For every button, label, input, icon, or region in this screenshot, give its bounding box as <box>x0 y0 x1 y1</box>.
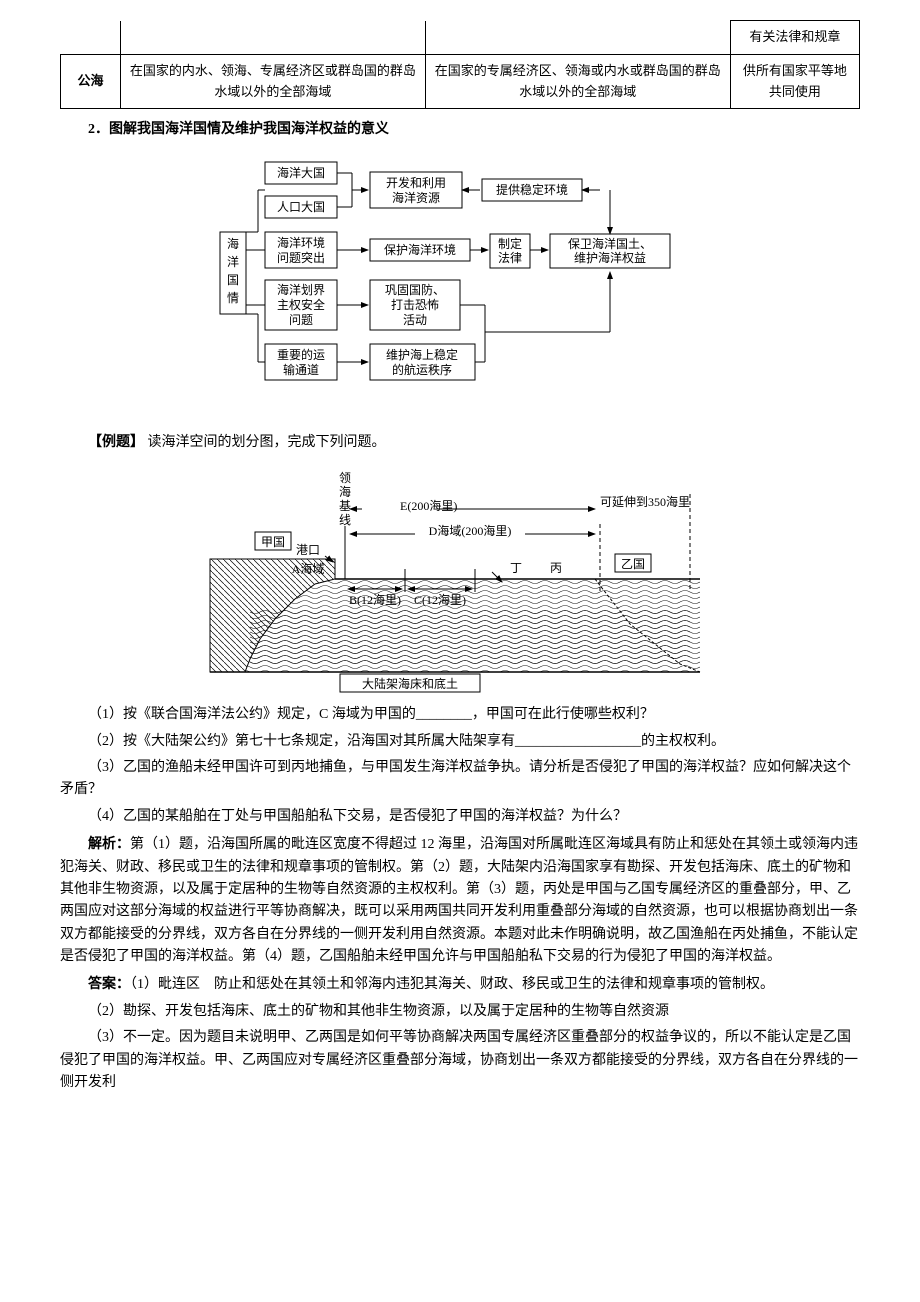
table-row: 有关法律和规章 <box>61 21 860 55</box>
table-cell <box>425 21 730 55</box>
svg-text:维护海上稳定: 维护海上稳定 <box>386 347 458 362</box>
svg-text:打击恐怖: 打击恐怖 <box>391 297 439 312</box>
table-cell <box>121 21 426 55</box>
svg-text:丁: 丁 <box>510 561 522 575</box>
svg-text:提供稳定环境: 提供稳定环境 <box>496 182 568 197</box>
svg-text:国: 国 <box>227 273 239 287</box>
svg-text:的航运秩序: 的航运秩序 <box>392 362 452 377</box>
svg-text:E(200海里): E(200海里) <box>400 498 457 513</box>
answer-2: （2）勘探、开发包括海床、底土的矿物和其他非生物资源，以及属于定居种的生物等自然… <box>60 1001 860 1023</box>
svg-text:主权安全: 主权安全 <box>277 297 325 312</box>
answer-label: 答案： <box>88 975 130 991</box>
svg-text:C(12海里): C(12海里) <box>414 592 466 607</box>
maritime-zones-table: 有关法律和规章 公海 在国家的内水、领海、专属经济区或群岛国的群岛水域以外的全部… <box>60 20 860 109</box>
example-label: 【例题】 <box>88 435 144 450</box>
svg-text:甲国: 甲国 <box>261 535 285 549</box>
svg-text:开发和利用: 开发和利用 <box>386 175 446 190</box>
svg-text:线: 线 <box>339 513 351 527</box>
svg-text:维护海洋权益: 维护海洋权益 <box>574 250 646 265</box>
table-row: 公海 在国家的内水、领海、专属经济区或群岛国的群岛水域以外的全部海域 在国家的专… <box>61 54 860 109</box>
ocean-situation-diagram: 海 洋 国 情 海洋大国 人口大国 开发和利用 海洋资源 提供稳定环境 海洋环境… <box>60 152 860 422</box>
svg-text:可延伸到350海里: 可延伸到350海里 <box>600 494 690 509</box>
example-text: 读海洋空间的划分图，完成下列问题。 <box>148 435 386 450</box>
question-1: （1）按《联合国海洋法公约》规定，C 海域为甲国的________，甲国可在此行… <box>60 704 860 726</box>
svg-text:B(12海里): B(12海里) <box>349 592 401 607</box>
svg-text:乙国: 乙国 <box>621 557 645 571</box>
answer-text: （1）毗连区 防止和惩处在其领土和邻海内违犯其海关、财政、移民或卫生的法律和规章… <box>130 977 774 992</box>
svg-text:法律: 法律 <box>498 251 522 265</box>
table-cell: 有关法律和规章 <box>730 21 859 55</box>
svg-text:港口: 港口 <box>296 543 320 557</box>
table-cell: 供所有国家平等地共同使用 <box>730 54 859 109</box>
svg-text:制定: 制定 <box>498 236 522 251</box>
table-cell: 在国家的专属经济区、领海或内水或群岛国的群岛水域以外的全部海域 <box>425 54 730 109</box>
svg-text:海洋划界: 海洋划界 <box>277 282 325 297</box>
svg-text:问题: 问题 <box>289 313 313 327</box>
svg-text:大陆架海床和底土: 大陆架海床和底土 <box>362 676 458 691</box>
svg-text:保卫海洋国土、: 保卫海洋国土、 <box>568 236 652 251</box>
answer-3: （3）不一定。因为题目未说明甲、乙两国是如何平等协商解决两国专属经济区重叠部分的… <box>60 1027 860 1094</box>
svg-text:丙: 丙 <box>550 561 562 575</box>
answer-1: 答案：（1）毗连区 防止和惩处在其领土和邻海内违犯其海关、财政、移民或卫生的法律… <box>60 972 860 996</box>
table-cell: 公海 <box>61 54 121 109</box>
question-3: （3）乙国的渔船未经甲国许可到丙地捕鱼，与甲国发生海洋权益争执。请分析是否侵犯了… <box>60 757 860 802</box>
svg-text:巩固国防、: 巩固国防、 <box>385 282 445 297</box>
svg-text:输通道: 输通道 <box>283 362 319 377</box>
svg-text:A海域: A海域 <box>292 561 325 576</box>
svg-text:海洋环境: 海洋环境 <box>277 235 325 250</box>
question-4: （4）乙国的某船舶在丁处与甲国船舶私下交易，是否侵犯了甲国的海洋权益？为什么？ <box>60 806 860 828</box>
analysis-paragraph: 解析：第（1）题，沿海国所属的毗连区宽度不得超过 12 海里，沿海国对所属毗连区… <box>60 832 860 968</box>
analysis-text: 第（1）题，沿海国所属的毗连区宽度不得超过 12 海里，沿海国对所属毗连区海域具… <box>60 837 858 964</box>
svg-text:重要的运: 重要的运 <box>277 347 325 362</box>
svg-text:领: 领 <box>339 471 351 485</box>
section-heading: 2．图解我国海洋国情及维护我国海洋权益的意义 <box>60 119 860 141</box>
svg-text:海: 海 <box>339 484 351 499</box>
svg-text:活动: 活动 <box>403 313 427 327</box>
svg-text:人口大国: 人口大国 <box>277 200 325 214</box>
svg-text:D海域(200海里): D海域(200海里) <box>429 523 512 538</box>
question-2: （2）按《大陆架公约》第七十七条规定，沿海国对其所属大陆架享有_________… <box>60 731 860 753</box>
svg-text:保护海洋环境: 保护海洋环境 <box>384 242 456 257</box>
analysis-label: 解析： <box>88 835 130 851</box>
maritime-space-diagram: 领 海 基 线 甲国 港口 A海域 E(200海里) 可延伸到350海里 D海域… <box>60 464 860 694</box>
svg-text:问题突出: 问题突出 <box>277 250 325 265</box>
table-cell <box>61 21 121 55</box>
table-cell: 在国家的内水、领海、专属经济区或群岛国的群岛水域以外的全部海域 <box>121 54 426 109</box>
svg-text:情: 情 <box>227 291 239 305</box>
svg-text:海洋大国: 海洋大国 <box>277 165 325 180</box>
svg-text:基: 基 <box>339 499 351 513</box>
svg-text:海: 海 <box>227 236 239 251</box>
svg-text:洋: 洋 <box>227 254 239 269</box>
svg-text:海洋资源: 海洋资源 <box>392 190 440 205</box>
example-heading: 【例题】 读海洋空间的划分图，完成下列问题。 <box>60 432 860 454</box>
